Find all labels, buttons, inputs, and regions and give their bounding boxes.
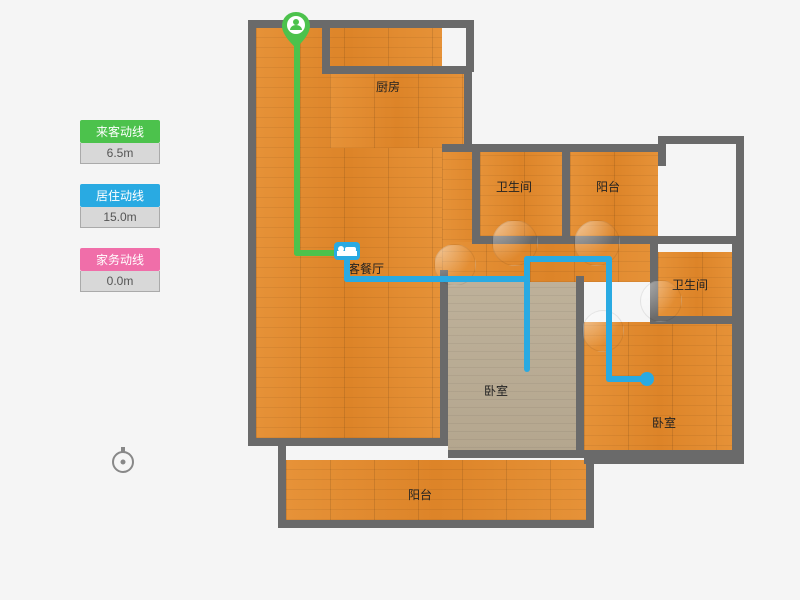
outer-wall — [248, 20, 256, 446]
wall — [658, 236, 740, 244]
legend-label-resident: 居住动线 — [80, 184, 160, 207]
legend: 来客动线 6.5m 居住动线 15.0m 家务动线 0.0m — [80, 120, 160, 312]
compass-icon — [108, 445, 138, 475]
floorplan: 客餐厅厨房卫生间阳台卫生间卧室卧室阳台 — [248, 20, 748, 560]
path-resident-end — [640, 372, 654, 386]
legend-item-visitor: 来客动线 6.5m — [80, 120, 160, 164]
path-visitor — [294, 38, 300, 256]
legend-value-visitor: 6.5m — [80, 143, 160, 164]
outer-wall — [658, 136, 744, 144]
path-resident — [344, 276, 530, 282]
room-label-阳台下: 阳台 — [408, 486, 432, 503]
wall — [440, 270, 448, 442]
room-label-客餐厅: 客餐厅 — [348, 260, 384, 277]
room-阳台下 — [286, 460, 586, 520]
legend-label-chores: 家务动线 — [80, 248, 160, 271]
outer-wall — [586, 456, 594, 528]
outer-wall — [278, 520, 594, 528]
room-label-卧室右: 卧室 — [652, 414, 676, 431]
room-label-卫生间1: 卫生间 — [496, 178, 532, 195]
outer-wall — [658, 136, 666, 152]
wall — [562, 150, 570, 238]
path-resident — [606, 256, 612, 382]
path-resident — [524, 276, 530, 372]
door-arc — [582, 310, 624, 352]
wall — [464, 66, 472, 152]
outer-wall — [278, 438, 286, 528]
legend-item-chores: 家务动线 0.0m — [80, 248, 160, 292]
outer-wall — [466, 20, 474, 72]
outer-wall — [736, 144, 744, 464]
legend-value-chores: 0.0m — [80, 271, 160, 292]
legend-item-resident: 居住动线 15.0m — [80, 184, 160, 228]
room-卧室中 — [448, 276, 578, 456]
room-label-阳台上: 阳台 — [596, 178, 620, 195]
legend-label-visitor: 来客动线 — [80, 120, 160, 143]
bed-icon — [334, 242, 360, 260]
person-pin-icon — [282, 12, 310, 48]
wall — [322, 66, 472, 74]
wall — [472, 150, 480, 238]
legend-value-resident: 15.0m — [80, 207, 160, 228]
door-arc — [640, 280, 682, 322]
room-label-厨房: 厨房 — [376, 78, 400, 95]
room-label-卧室中: 卧室 — [484, 382, 508, 399]
outer-wall — [586, 456, 744, 464]
path-resident — [524, 256, 612, 262]
path-resident — [606, 376, 644, 382]
